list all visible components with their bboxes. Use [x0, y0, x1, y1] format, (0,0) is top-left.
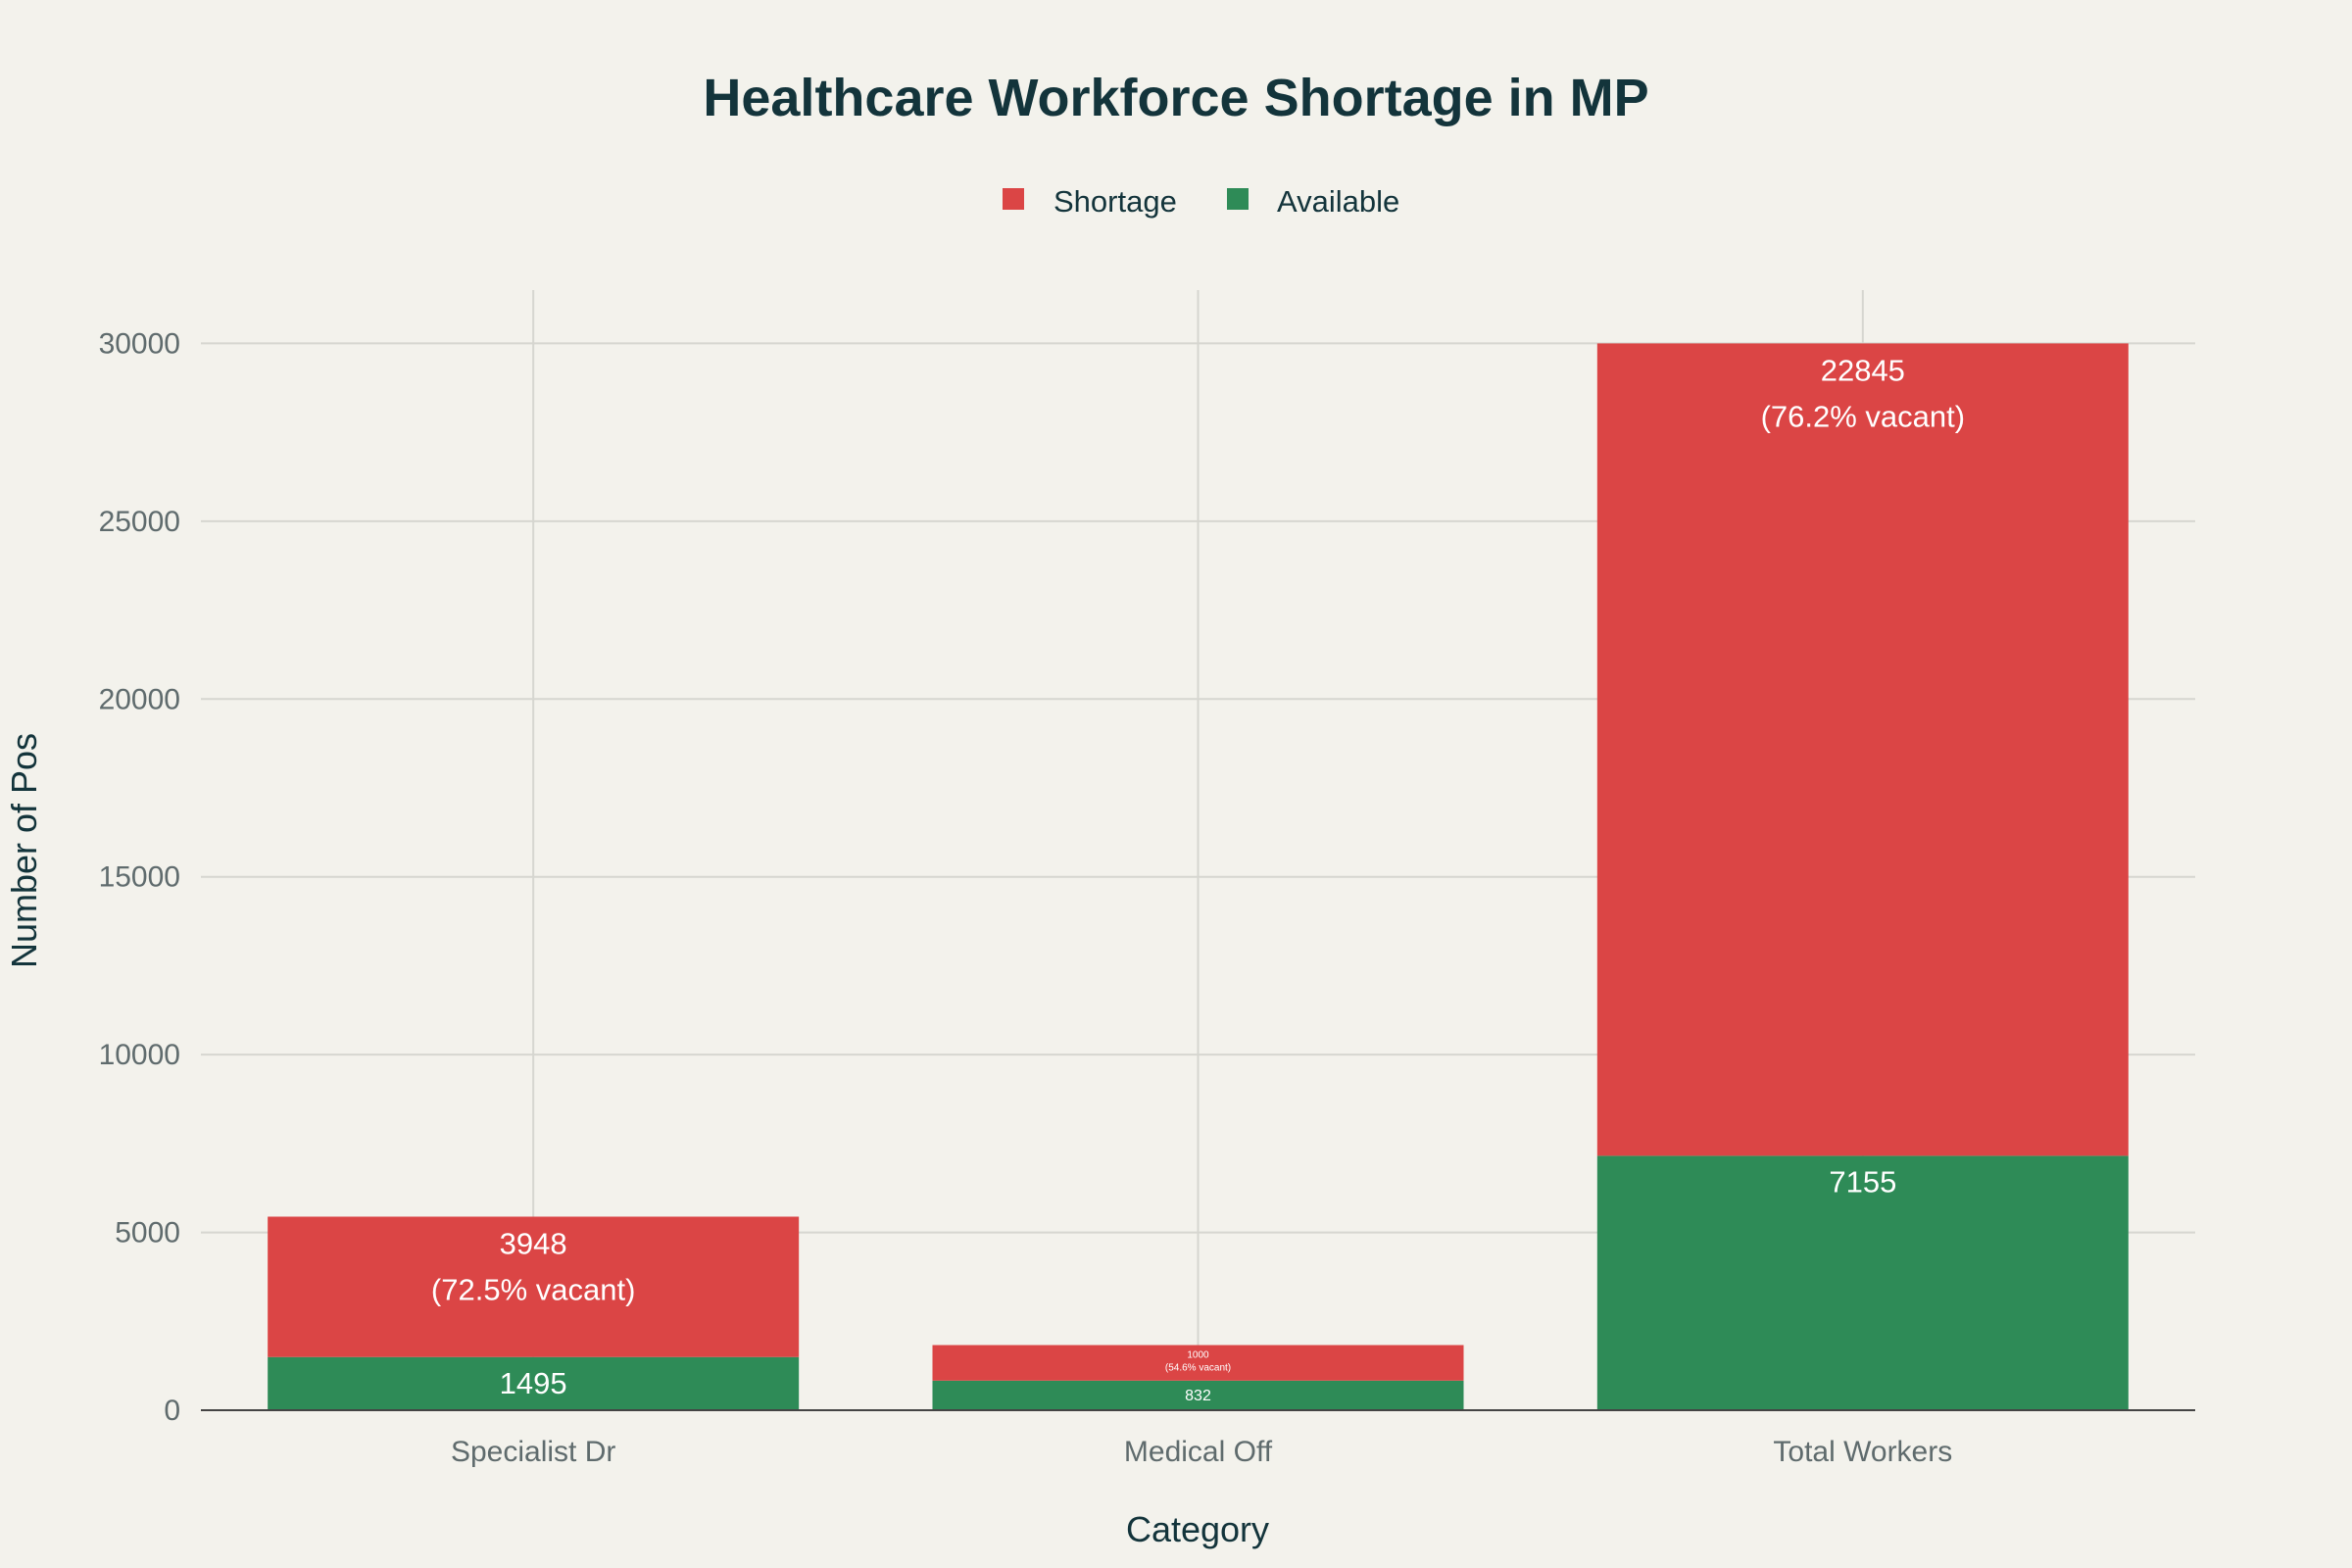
chart-title: Healthcare Workforce Shortage in MP: [703, 69, 1648, 127]
data-label: 832: [1185, 1388, 1211, 1404]
data-label: 7155: [1829, 1164, 1896, 1199]
data-label: 22845: [1821, 353, 1905, 387]
y-tick-label: 0: [164, 1395, 180, 1427]
x-tick-label: Medical Off: [1124, 1436, 1273, 1468]
legend-swatch-shortage: [1003, 188, 1024, 210]
y-tick-label: 10000: [99, 1039, 180, 1071]
y-tick-label: 30000: [99, 327, 180, 360]
data-label: 3948: [500, 1226, 567, 1260]
y-tick-label: 20000: [99, 683, 180, 715]
x-tick-label: Total Workers: [1773, 1436, 1952, 1468]
bar-shortage: [932, 1345, 1464, 1381]
x-axis-label: Category: [1126, 1509, 1269, 1549]
bar-available: [932, 1380, 1464, 1410]
data-sublabel: (76.2% vacant): [1761, 399, 1966, 433]
bar-available: [268, 1356, 800, 1410]
legend-label-shortage[interactable]: Shortage: [1054, 184, 1177, 219]
legend-swatch-available: [1227, 188, 1249, 210]
x-tick-label: Specialist Dr: [451, 1436, 615, 1468]
bar-available: [1596, 1155, 2129, 1410]
data-sublabel: (54.6% vacant): [1165, 1363, 1231, 1374]
data-sublabel: (72.5% vacant): [431, 1272, 636, 1306]
y-tick-label: 5000: [115, 1217, 180, 1250]
y-tick-label: 25000: [99, 506, 180, 538]
y-axis-label: Number of Pos: [4, 733, 44, 968]
y-tick-label: 15000: [99, 861, 180, 894]
data-label: 1000: [1187, 1350, 1209, 1361]
legend-label-available[interactable]: Available: [1277, 184, 1399, 219]
legend[interactable]: Shortage Available: [1003, 184, 1399, 219]
bar-shortage: [1596, 343, 2129, 1156]
data-label: 1495: [500, 1366, 567, 1400]
bar-shortage: [268, 1216, 800, 1357]
